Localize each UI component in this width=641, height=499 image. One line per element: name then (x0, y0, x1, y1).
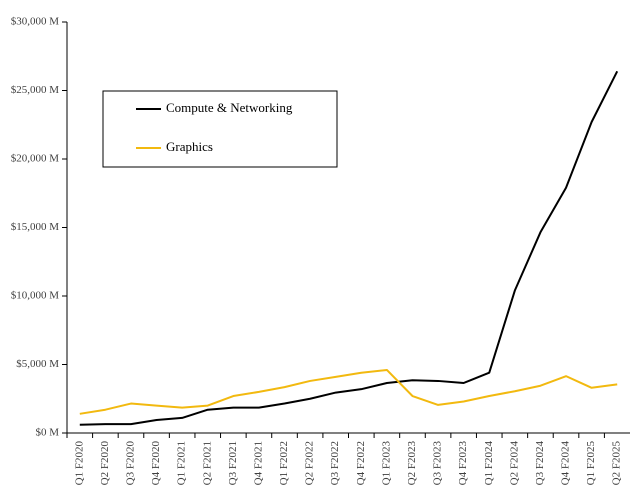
x-tick-label: Q4 F2022 (355, 441, 367, 485)
x-tick-label: Q3 F2022 (329, 441, 341, 485)
y-tick-label: $20,000 M (11, 153, 60, 165)
x-tick-label: Q4 F2021 (252, 441, 264, 485)
legend-label: Graphics (166, 139, 213, 154)
x-tick-label: Q2 F2023 (406, 441, 418, 486)
legend-label: Compute & Networking (166, 100, 293, 115)
x-tick-label: Q3 F2020 (125, 441, 137, 486)
x-tick-label: Q1 F2022 (278, 441, 290, 485)
x-tick-label: Q2 F2024 (508, 441, 520, 486)
x-tick-label: Q3 F2024 (534, 441, 546, 486)
x-tick-label: Q2 F2020 (99, 441, 111, 486)
x-tick-label: Q2 F2025 (611, 441, 623, 486)
x-tick-label: Q1 F2025 (585, 441, 597, 486)
x-tick-label: Q4 F2023 (457, 441, 469, 486)
series-line (79, 368, 618, 415)
y-tick-label: $15,000 M (11, 221, 60, 233)
y-tick-label: $25,000 M (11, 84, 60, 96)
x-tick-label: Q1 F2020 (73, 441, 85, 486)
series-line (79, 70, 619, 426)
legend-box (102, 90, 338, 168)
x-tick-label: Q2 F2022 (304, 441, 316, 485)
x-tick-label: Q3 F2023 (432, 441, 444, 486)
x-tick-label: Q2 F2021 (201, 441, 213, 485)
x-tick-label: Q1 F2021 (176, 441, 188, 485)
x-tick-label: Q4 F2020 (150, 441, 162, 486)
y-tick-label: $10,000 M (11, 290, 60, 302)
y-tick-label: $30,000 M (11, 16, 60, 28)
x-tick-label: Q1 F2023 (380, 441, 392, 486)
y-tick-label: $0 M (35, 427, 59, 439)
x-tick-label: Q1 F2024 (483, 441, 495, 486)
x-tick-label: Q4 F2024 (560, 441, 572, 486)
y-tick-label: $5,000 M (16, 358, 59, 370)
x-tick-label: Q3 F2021 (227, 441, 239, 485)
